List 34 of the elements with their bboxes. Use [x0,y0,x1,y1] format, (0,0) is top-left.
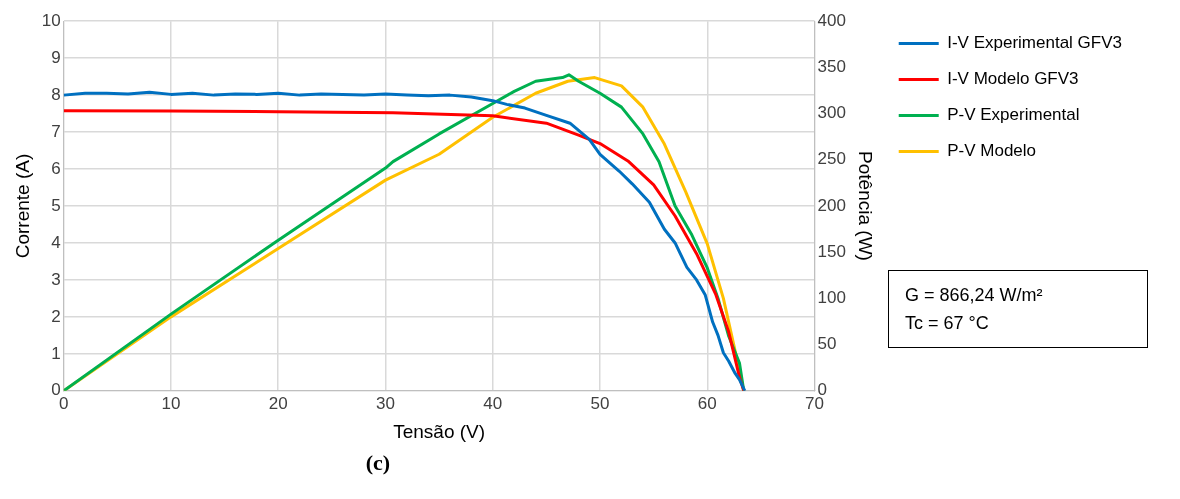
y-tick-label: 9 [51,47,61,67]
y2-tick-label: 50 [817,334,837,354]
y2-axis-title: Potência (W) [855,151,877,261]
x-tick-label: 60 [697,393,717,413]
text: (c) [364,450,392,476]
y-tick-label: 2 [51,306,61,326]
y-tick-label: 0 [51,380,61,400]
x-tick-label: 50 [590,393,610,413]
x-tick-label: 40 [483,393,503,413]
y2-tick-label: 150 [817,241,846,261]
x-tick-label: 20 [268,393,288,413]
y2-tick-label: 100 [817,288,846,308]
y-tick-label: 6 [51,158,61,178]
legend-label: P-V Modelo [947,141,1037,161]
y-tick-label: 10 [41,10,61,30]
x-tick-label: 10 [161,393,181,413]
legend-label: P-V Experimental [947,105,1080,125]
y-tick-label: 4 [51,232,61,252]
y-tick-label: 3 [51,269,61,289]
y-tick-label: 7 [51,121,61,141]
x-axis-title: Tensão (V) [393,420,486,442]
y-axis-title: Corrente (A) [11,153,33,259]
legend-label: I-V Modelo GFV3 [947,69,1079,89]
y-tick-label: 8 [51,84,61,104]
y2-tick-label: 300 [817,103,846,123]
text: G = 866,24 W/m² Tc = 67 °C [888,270,1148,348]
y-tick-label: 5 [51,195,61,215]
y2-tick-label: 250 [817,149,846,169]
y2-tick-label: 350 [817,57,846,77]
y-tick-label: 1 [51,343,61,363]
legend-label: I-V Experimental GFV3 [947,33,1122,53]
x-tick-label: 30 [376,393,395,413]
y2-tick-label: 400 [817,10,846,30]
y2-tick-label: 200 [817,195,846,215]
